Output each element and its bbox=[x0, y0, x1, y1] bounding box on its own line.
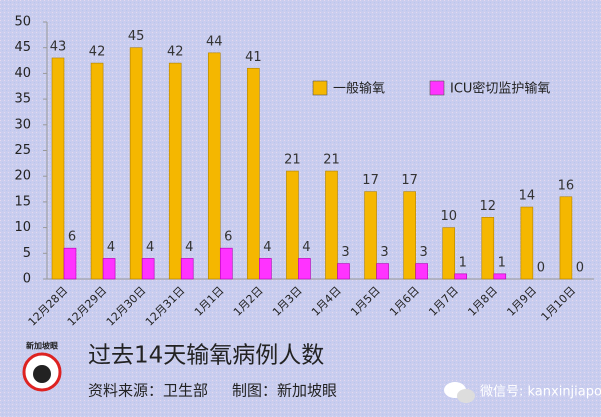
y-tick-label: 5 bbox=[23, 246, 31, 261]
legend-swatch bbox=[429, 80, 445, 96]
data-label: 44 bbox=[206, 34, 223, 49]
data-label: 4 bbox=[146, 240, 154, 255]
data-label: 3 bbox=[420, 245, 428, 260]
data-label: 3 bbox=[380, 245, 388, 260]
logo bbox=[22, 352, 62, 392]
y-tick-label: 30 bbox=[14, 117, 31, 132]
watermark: 微信号: kanxinjiapo bbox=[480, 385, 601, 400]
data-label: 0 bbox=[576, 261, 584, 276]
data-label: 6 bbox=[68, 230, 76, 245]
data-label: 4 bbox=[107, 240, 115, 255]
y-tick-label: 0 bbox=[23, 272, 31, 287]
data-label: 42 bbox=[167, 45, 184, 60]
y-tick-label: 15 bbox=[14, 194, 31, 209]
bar bbox=[520, 206, 534, 280]
data-label: 14 bbox=[519, 189, 536, 204]
bar bbox=[180, 258, 194, 280]
bar bbox=[90, 62, 104, 280]
y-tick-label: 35 bbox=[14, 92, 31, 107]
y-tick-label: 45 bbox=[14, 40, 31, 55]
bar bbox=[415, 263, 428, 280]
data-label: 16 bbox=[558, 178, 575, 193]
source: 资料来源：卫生部 bbox=[88, 382, 208, 400]
data-label: 4 bbox=[185, 240, 193, 255]
bar bbox=[219, 247, 233, 280]
bar bbox=[493, 273, 507, 280]
y-tick-label: 20 bbox=[14, 169, 31, 184]
bar bbox=[454, 273, 468, 280]
bar bbox=[141, 258, 155, 280]
bar bbox=[481, 217, 495, 280]
y-tick-label: 50 bbox=[14, 15, 31, 30]
data-label: 1 bbox=[459, 255, 467, 270]
bar bbox=[102, 258, 116, 280]
bar bbox=[376, 263, 389, 280]
data-label: 4 bbox=[263, 240, 271, 255]
data-label: 21 bbox=[323, 153, 340, 168]
data-label: 45 bbox=[128, 29, 145, 44]
data-label: 6 bbox=[224, 230, 232, 245]
data-label: 17 bbox=[401, 173, 418, 188]
bar bbox=[168, 62, 182, 280]
bar bbox=[129, 47, 143, 280]
legend-swatch bbox=[312, 80, 328, 96]
bar bbox=[337, 263, 350, 280]
legend-label: ICU密切监护输氧 bbox=[450, 81, 550, 97]
watermark-icon bbox=[444, 382, 475, 403]
bar bbox=[286, 170, 299, 280]
legend-label: 一般输氧 bbox=[333, 81, 385, 97]
bar bbox=[442, 227, 456, 280]
bar bbox=[364, 191, 377, 280]
data-label: 43 bbox=[50, 39, 67, 54]
bar bbox=[51, 57, 65, 280]
bar bbox=[247, 67, 260, 280]
data-label: 0 bbox=[537, 261, 545, 276]
data-label: 12 bbox=[480, 199, 497, 214]
data-label: 21 bbox=[284, 153, 301, 168]
bar bbox=[559, 196, 573, 280]
data-label: 1 bbox=[498, 255, 506, 270]
data-label: 10 bbox=[440, 209, 457, 224]
data-label: 42 bbox=[89, 45, 106, 60]
data-label: 3 bbox=[341, 245, 349, 260]
bar bbox=[325, 170, 338, 280]
bar bbox=[259, 258, 272, 280]
bar bbox=[403, 191, 416, 280]
data-label: 17 bbox=[362, 173, 379, 188]
chart-title: 过去14天输氧病例人数 bbox=[88, 343, 324, 369]
y-tick-label: 10 bbox=[14, 220, 31, 235]
y-tick-label: 25 bbox=[14, 143, 31, 158]
bar bbox=[63, 247, 77, 280]
data-label: 4 bbox=[302, 240, 310, 255]
bar bbox=[207, 52, 221, 280]
credit: 制图：新加坡眼 bbox=[232, 382, 337, 400]
logo-text: 新加坡眼 bbox=[26, 341, 58, 351]
y-tick-label: 40 bbox=[14, 66, 31, 81]
data-label: 41 bbox=[245, 50, 262, 65]
bar bbox=[298, 258, 311, 280]
